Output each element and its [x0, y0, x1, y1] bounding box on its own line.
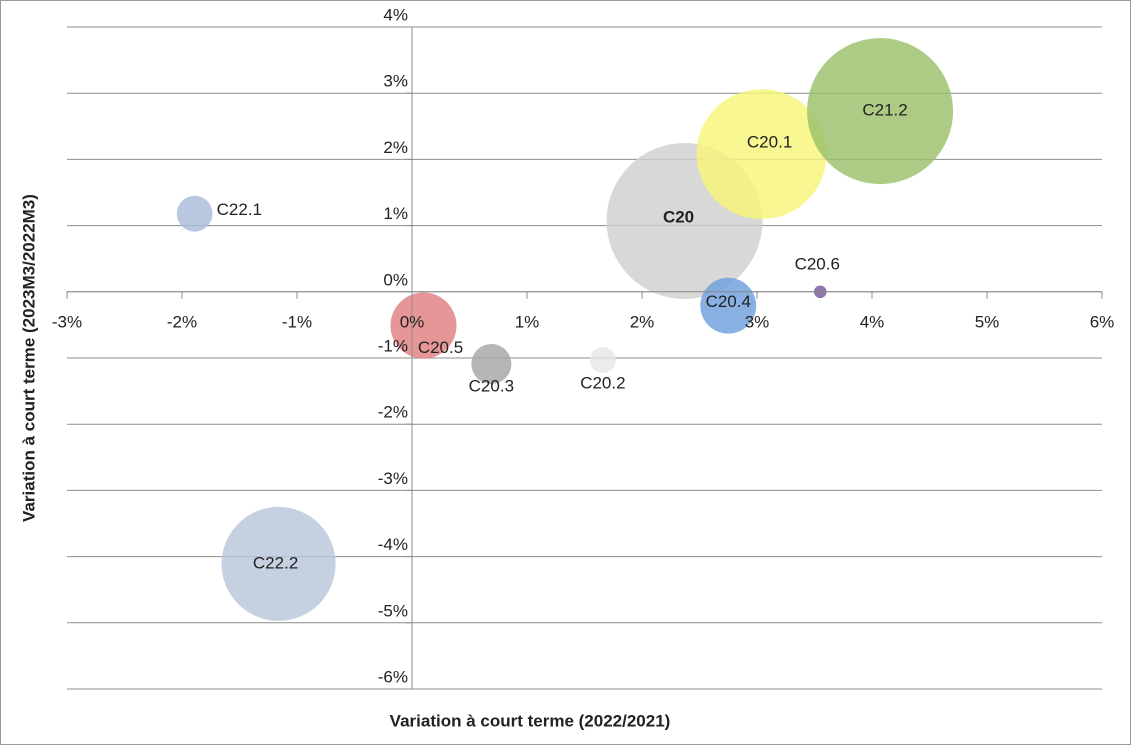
y-tick-label: -3% — [378, 469, 408, 488]
bubble-label: C22.1 — [217, 200, 262, 219]
y-tick-label: 2% — [383, 138, 408, 157]
x-tick-label: 6% — [1090, 312, 1115, 331]
bubble — [589, 346, 616, 374]
x-axis-title: Variation à court terme (2022/2021) — [390, 711, 671, 730]
bubble-label: C20.2 — [580, 373, 625, 392]
y-tick-label: 3% — [383, 72, 408, 91]
y-tick-label: -6% — [378, 667, 408, 686]
x-tick-label: 1% — [515, 312, 540, 331]
x-tick-label: -3% — [52, 312, 82, 331]
bubble-label: C22.2 — [253, 553, 298, 572]
y-axis-title: Variation à court terme (2023M3/2022M3) — [19, 194, 38, 522]
x-tick-label: 2% — [630, 312, 655, 331]
y-tick-label: -2% — [378, 403, 408, 422]
x-tick-label: 4% — [860, 312, 885, 331]
bubble — [807, 38, 954, 185]
axes: -6% -5% -4% -3% -2% -1% 0% 1% 2% 3% 4% -3% -2% -1% 0% 1… — [52, 5, 1115, 690]
y-tick-label: 0% — [383, 270, 408, 289]
bubble-label: C20.1 — [747, 133, 792, 152]
bubble — [390, 292, 457, 359]
bubble-label: C20.4 — [706, 292, 751, 311]
x-tick-label: 0% — [400, 312, 425, 331]
bubble-label: C20.3 — [469, 376, 514, 395]
bubble-label: C21.2 — [862, 101, 907, 120]
bubble-label: C20 — [663, 207, 694, 226]
y-tick-label: 1% — [383, 204, 408, 223]
bubble-label: C20.5 — [418, 338, 463, 357]
bubbles: C22.1 C22.2 C20.5 C20.3 C20.2 C20 C20.4 C20.6 C2… — [176, 38, 954, 621]
x-tick-label: -1% — [282, 312, 312, 331]
bubble-label: C20.6 — [795, 254, 840, 273]
bubble — [176, 195, 213, 232]
y-tick-label: -5% — [378, 601, 408, 620]
x-tick-label: 3% — [745, 312, 770, 331]
bubble — [696, 89, 827, 220]
bubble — [221, 506, 336, 621]
x-tick-label: -2% — [167, 312, 197, 331]
y-tick-label: 4% — [383, 5, 408, 24]
y-tick-label: -4% — [378, 535, 408, 554]
y-tick-label: -1% — [378, 336, 408, 355]
bubble — [471, 343, 512, 384]
x-tick-label: 5% — [975, 312, 1000, 331]
